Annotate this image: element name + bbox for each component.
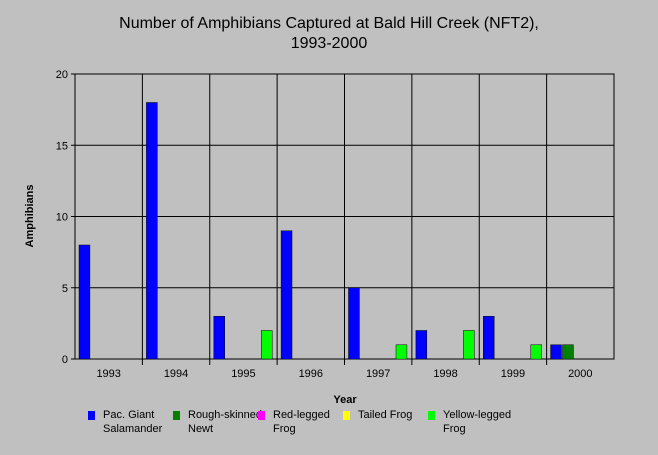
- y-tick-label: 10: [56, 212, 68, 224]
- bar: [483, 316, 495, 360]
- x-tick-label: 1994: [164, 368, 188, 380]
- y-axis-title: Amphibians: [24, 185, 36, 248]
- legend-label: Yellow-legged Frog: [443, 409, 512, 435]
- bar: [78, 244, 91, 360]
- x-axis-title: Year: [333, 394, 357, 406]
- x-tick-label: 1998: [433, 368, 457, 380]
- bar: [213, 316, 225, 360]
- x-tick-label: 1995: [231, 368, 255, 380]
- legend-label: Rough-skinned Newt: [188, 409, 262, 435]
- bar: [562, 344, 574, 360]
- y-axis-ticks: 0 5 10 15 20: [56, 69, 75, 366]
- bar: [146, 102, 158, 360]
- bar: [395, 344, 408, 360]
- y-tick-label: 15: [56, 140, 68, 152]
- x-tick-label: 1993: [96, 368, 120, 380]
- legend-swatch: [428, 411, 435, 420]
- legend-label: Pac. Giant Salamander: [103, 409, 163, 435]
- legend-swatch: [88, 411, 95, 420]
- y-tick-label: 20: [56, 69, 68, 81]
- bar: [550, 344, 562, 360]
- bar: [415, 330, 428, 360]
- legend: Pac. Giant Salamander Rough-skinned Newt R…: [88, 409, 648, 450]
- x-tick-label: 1997: [366, 368, 390, 380]
- chart-title-line-1: Number of Amphibians Captured at Bald Hi…: [119, 15, 539, 32]
- bar: [348, 287, 360, 360]
- bar: [530, 344, 542, 360]
- legend-swatch: [173, 411, 180, 420]
- legend-label: Red-legged Frog: [273, 409, 330, 435]
- chart-title-line-2: 1993-2000: [290, 35, 368, 52]
- x-tick-label: 1999: [501, 368, 525, 380]
- x-tick-label: 2000: [568, 368, 592, 380]
- bars-layer: [78, 102, 574, 360]
- legend-label: Tailed Frog: [358, 409, 413, 421]
- x-axis-ticks: 1993 1994 1995 1996 1997 1998 1999 2000: [96, 368, 592, 380]
- chart-title: Number of Amphibians Captured at Bald Hi…: [0, 14, 658, 54]
- y-tick-label: 0: [62, 354, 68, 366]
- bar: [463, 330, 475, 360]
- legend-swatch: [343, 411, 350, 420]
- bar: [280, 230, 293, 360]
- y-tick-label: 5: [62, 283, 68, 295]
- legend-swatch: [258, 411, 265, 420]
- x-tick-label: 1996: [299, 368, 323, 380]
- grid-layer: [75, 74, 614, 365]
- bar: [261, 330, 273, 360]
